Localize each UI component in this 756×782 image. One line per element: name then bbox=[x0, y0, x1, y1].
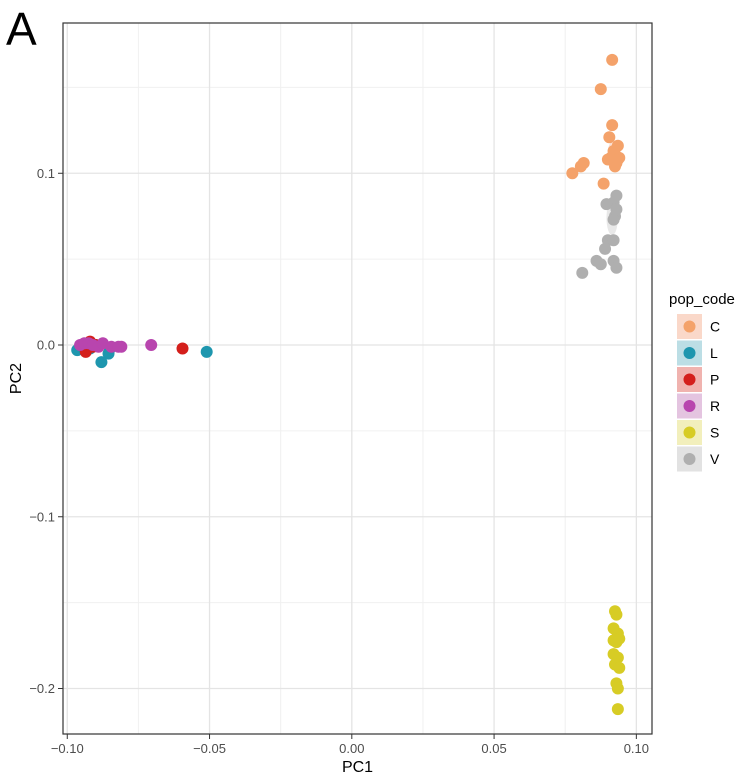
point-c bbox=[603, 131, 616, 144]
point-v bbox=[607, 234, 620, 247]
legend-point-p bbox=[683, 373, 696, 386]
point-v bbox=[600, 198, 613, 211]
x-tick-label: 0.10 bbox=[624, 741, 649, 756]
legend-point-c bbox=[683, 320, 696, 333]
point-v bbox=[610, 261, 623, 274]
point-c bbox=[574, 160, 587, 173]
x-tick-label: 0.00 bbox=[339, 741, 364, 756]
point-v bbox=[594, 258, 607, 271]
point-v bbox=[576, 266, 589, 279]
panel-border bbox=[62, 22, 653, 735]
point-c bbox=[606, 53, 619, 66]
point-r bbox=[112, 340, 125, 353]
point-r bbox=[145, 339, 158, 352]
plot-panel bbox=[63, 23, 652, 734]
point-c bbox=[594, 83, 607, 96]
point-c bbox=[597, 177, 610, 190]
point-c bbox=[566, 167, 579, 180]
point-l bbox=[95, 356, 108, 369]
y-tick-label: −0.2 bbox=[29, 681, 55, 696]
legend-label-p: P bbox=[710, 372, 719, 388]
point-v bbox=[607, 213, 620, 226]
legend-label-c: C bbox=[710, 319, 720, 335]
point-s bbox=[610, 608, 623, 621]
point-s bbox=[611, 682, 624, 695]
x-tick-label: −0.05 bbox=[193, 741, 226, 756]
point-v bbox=[599, 242, 612, 255]
legend-title: pop_code bbox=[669, 291, 735, 308]
legend-point-v bbox=[683, 453, 696, 465]
point-s bbox=[613, 661, 626, 674]
x-tick-label: 0.05 bbox=[481, 741, 506, 756]
point-s bbox=[613, 632, 626, 645]
y-tick-label: 0.1 bbox=[37, 166, 55, 181]
x-tick-label: −0.10 bbox=[51, 741, 84, 756]
y-tick-label: 0.0 bbox=[37, 338, 55, 353]
point-l bbox=[200, 345, 213, 358]
y-tick-label: −0.1 bbox=[29, 509, 55, 524]
point-c bbox=[611, 153, 624, 166]
point-s bbox=[611, 703, 624, 716]
y-axis-title: PC2 bbox=[8, 363, 25, 394]
legend-label-v: V bbox=[710, 451, 720, 467]
panel-label: A bbox=[6, 3, 37, 55]
legend-label-r: R bbox=[710, 398, 720, 414]
point-c bbox=[606, 119, 619, 132]
legend-label-s: S bbox=[710, 425, 719, 441]
x-axis-title: PC1 bbox=[342, 759, 373, 776]
legend-point-s bbox=[683, 426, 696, 439]
legend-label-l: L bbox=[710, 345, 718, 361]
legend-point-r bbox=[683, 400, 696, 412]
legend-point-l bbox=[683, 347, 696, 359]
point-p bbox=[176, 342, 189, 355]
